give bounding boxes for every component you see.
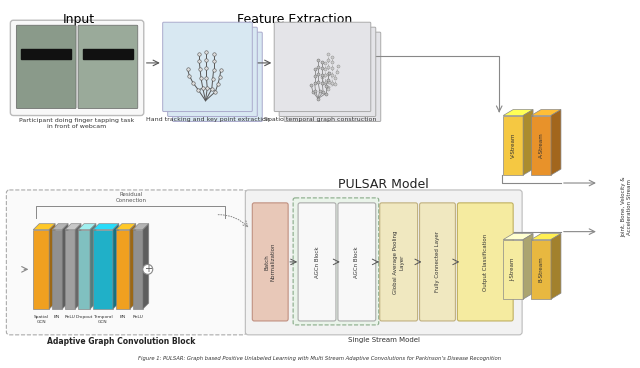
Text: Spatial
GCN: Spatial GCN bbox=[34, 315, 49, 323]
FancyBboxPatch shape bbox=[163, 22, 252, 112]
FancyBboxPatch shape bbox=[17, 25, 76, 109]
Polygon shape bbox=[531, 116, 551, 175]
Polygon shape bbox=[75, 224, 81, 309]
Text: +: + bbox=[144, 264, 152, 275]
Text: J-Stream: J-Stream bbox=[511, 258, 516, 281]
Polygon shape bbox=[531, 234, 561, 240]
Text: BN: BN bbox=[120, 315, 126, 319]
Text: Feature Extraction: Feature Extraction bbox=[237, 13, 353, 26]
Text: BN: BN bbox=[54, 315, 60, 319]
Text: PULSAR Model: PULSAR Model bbox=[339, 178, 429, 191]
FancyBboxPatch shape bbox=[173, 32, 262, 121]
Text: AGCn Block: AGCn Block bbox=[314, 246, 319, 278]
FancyBboxPatch shape bbox=[284, 32, 381, 121]
Polygon shape bbox=[113, 224, 119, 309]
Text: Adaptive Graph Convolution Block: Adaptive Graph Convolution Block bbox=[47, 337, 195, 346]
FancyBboxPatch shape bbox=[168, 27, 257, 117]
FancyBboxPatch shape bbox=[274, 22, 371, 112]
Polygon shape bbox=[503, 116, 523, 175]
Polygon shape bbox=[90, 224, 96, 309]
Text: V-Stream: V-Stream bbox=[511, 132, 516, 158]
Circle shape bbox=[143, 264, 153, 274]
Polygon shape bbox=[503, 234, 533, 240]
Bar bbox=[83, 49, 133, 59]
Polygon shape bbox=[531, 110, 561, 116]
FancyBboxPatch shape bbox=[10, 20, 144, 116]
Text: Single Stream Model: Single Stream Model bbox=[348, 337, 420, 343]
FancyBboxPatch shape bbox=[245, 190, 522, 335]
Text: Participant doing finger tapping task
in front of webcam: Participant doing finger tapping task in… bbox=[19, 118, 134, 129]
Polygon shape bbox=[116, 224, 136, 230]
Polygon shape bbox=[65, 224, 81, 230]
Text: Temporal
GCN: Temporal GCN bbox=[93, 315, 113, 323]
Polygon shape bbox=[503, 110, 533, 116]
FancyBboxPatch shape bbox=[458, 203, 513, 321]
Polygon shape bbox=[531, 240, 551, 299]
Text: Output Classification: Output Classification bbox=[483, 233, 488, 290]
FancyBboxPatch shape bbox=[420, 203, 456, 321]
Text: Figure 1: PULSAR: Graph based Positive Unlabeled Learning with Multi Stream Adap: Figure 1: PULSAR: Graph based Positive U… bbox=[138, 355, 502, 361]
Text: Residual
Connection: Residual Connection bbox=[115, 192, 147, 203]
Polygon shape bbox=[143, 224, 148, 309]
FancyBboxPatch shape bbox=[279, 27, 376, 117]
Polygon shape bbox=[52, 230, 62, 309]
Text: Joint, Bone, Velocity &
Acceleration Stream: Joint, Bone, Velocity & Acceleration Str… bbox=[621, 177, 632, 237]
Text: Input: Input bbox=[63, 13, 95, 26]
Polygon shape bbox=[523, 110, 533, 175]
Text: ReLU: ReLU bbox=[132, 315, 143, 319]
Bar bbox=[21, 49, 71, 59]
Polygon shape bbox=[133, 230, 143, 309]
Polygon shape bbox=[130, 224, 136, 309]
Text: Fully Connected Layer: Fully Connected Layer bbox=[435, 231, 440, 293]
Text: Dropout: Dropout bbox=[76, 315, 93, 319]
Text: Hand tracking and key point extraction: Hand tracking and key point extraction bbox=[145, 117, 269, 121]
Text: Global Average Pooling
Layer: Global Average Pooling Layer bbox=[393, 230, 404, 294]
Text: B-Stream: B-Stream bbox=[538, 256, 543, 282]
Text: ReLU: ReLU bbox=[65, 315, 76, 319]
Polygon shape bbox=[523, 234, 533, 299]
Polygon shape bbox=[93, 230, 113, 309]
FancyBboxPatch shape bbox=[298, 203, 336, 321]
Polygon shape bbox=[93, 224, 119, 230]
Text: Batch
Normalization: Batch Normalization bbox=[265, 243, 276, 281]
Text: A-Stream: A-Stream bbox=[538, 132, 543, 158]
Polygon shape bbox=[49, 224, 55, 309]
FancyBboxPatch shape bbox=[338, 203, 376, 321]
Polygon shape bbox=[133, 224, 148, 230]
Polygon shape bbox=[551, 110, 561, 175]
Polygon shape bbox=[116, 230, 130, 309]
Text: Spatio temporal graph construction: Spatio temporal graph construction bbox=[264, 117, 376, 121]
Polygon shape bbox=[503, 240, 523, 299]
FancyBboxPatch shape bbox=[6, 190, 246, 335]
Polygon shape bbox=[78, 230, 90, 309]
Polygon shape bbox=[52, 224, 68, 230]
FancyBboxPatch shape bbox=[78, 25, 138, 109]
Polygon shape bbox=[62, 224, 68, 309]
Text: AGCn Block: AGCn Block bbox=[355, 246, 359, 278]
Polygon shape bbox=[65, 230, 75, 309]
Polygon shape bbox=[33, 230, 49, 309]
FancyBboxPatch shape bbox=[252, 203, 288, 321]
Polygon shape bbox=[78, 224, 96, 230]
FancyBboxPatch shape bbox=[293, 198, 379, 325]
Polygon shape bbox=[33, 224, 55, 230]
Polygon shape bbox=[551, 234, 561, 299]
FancyBboxPatch shape bbox=[380, 203, 417, 321]
